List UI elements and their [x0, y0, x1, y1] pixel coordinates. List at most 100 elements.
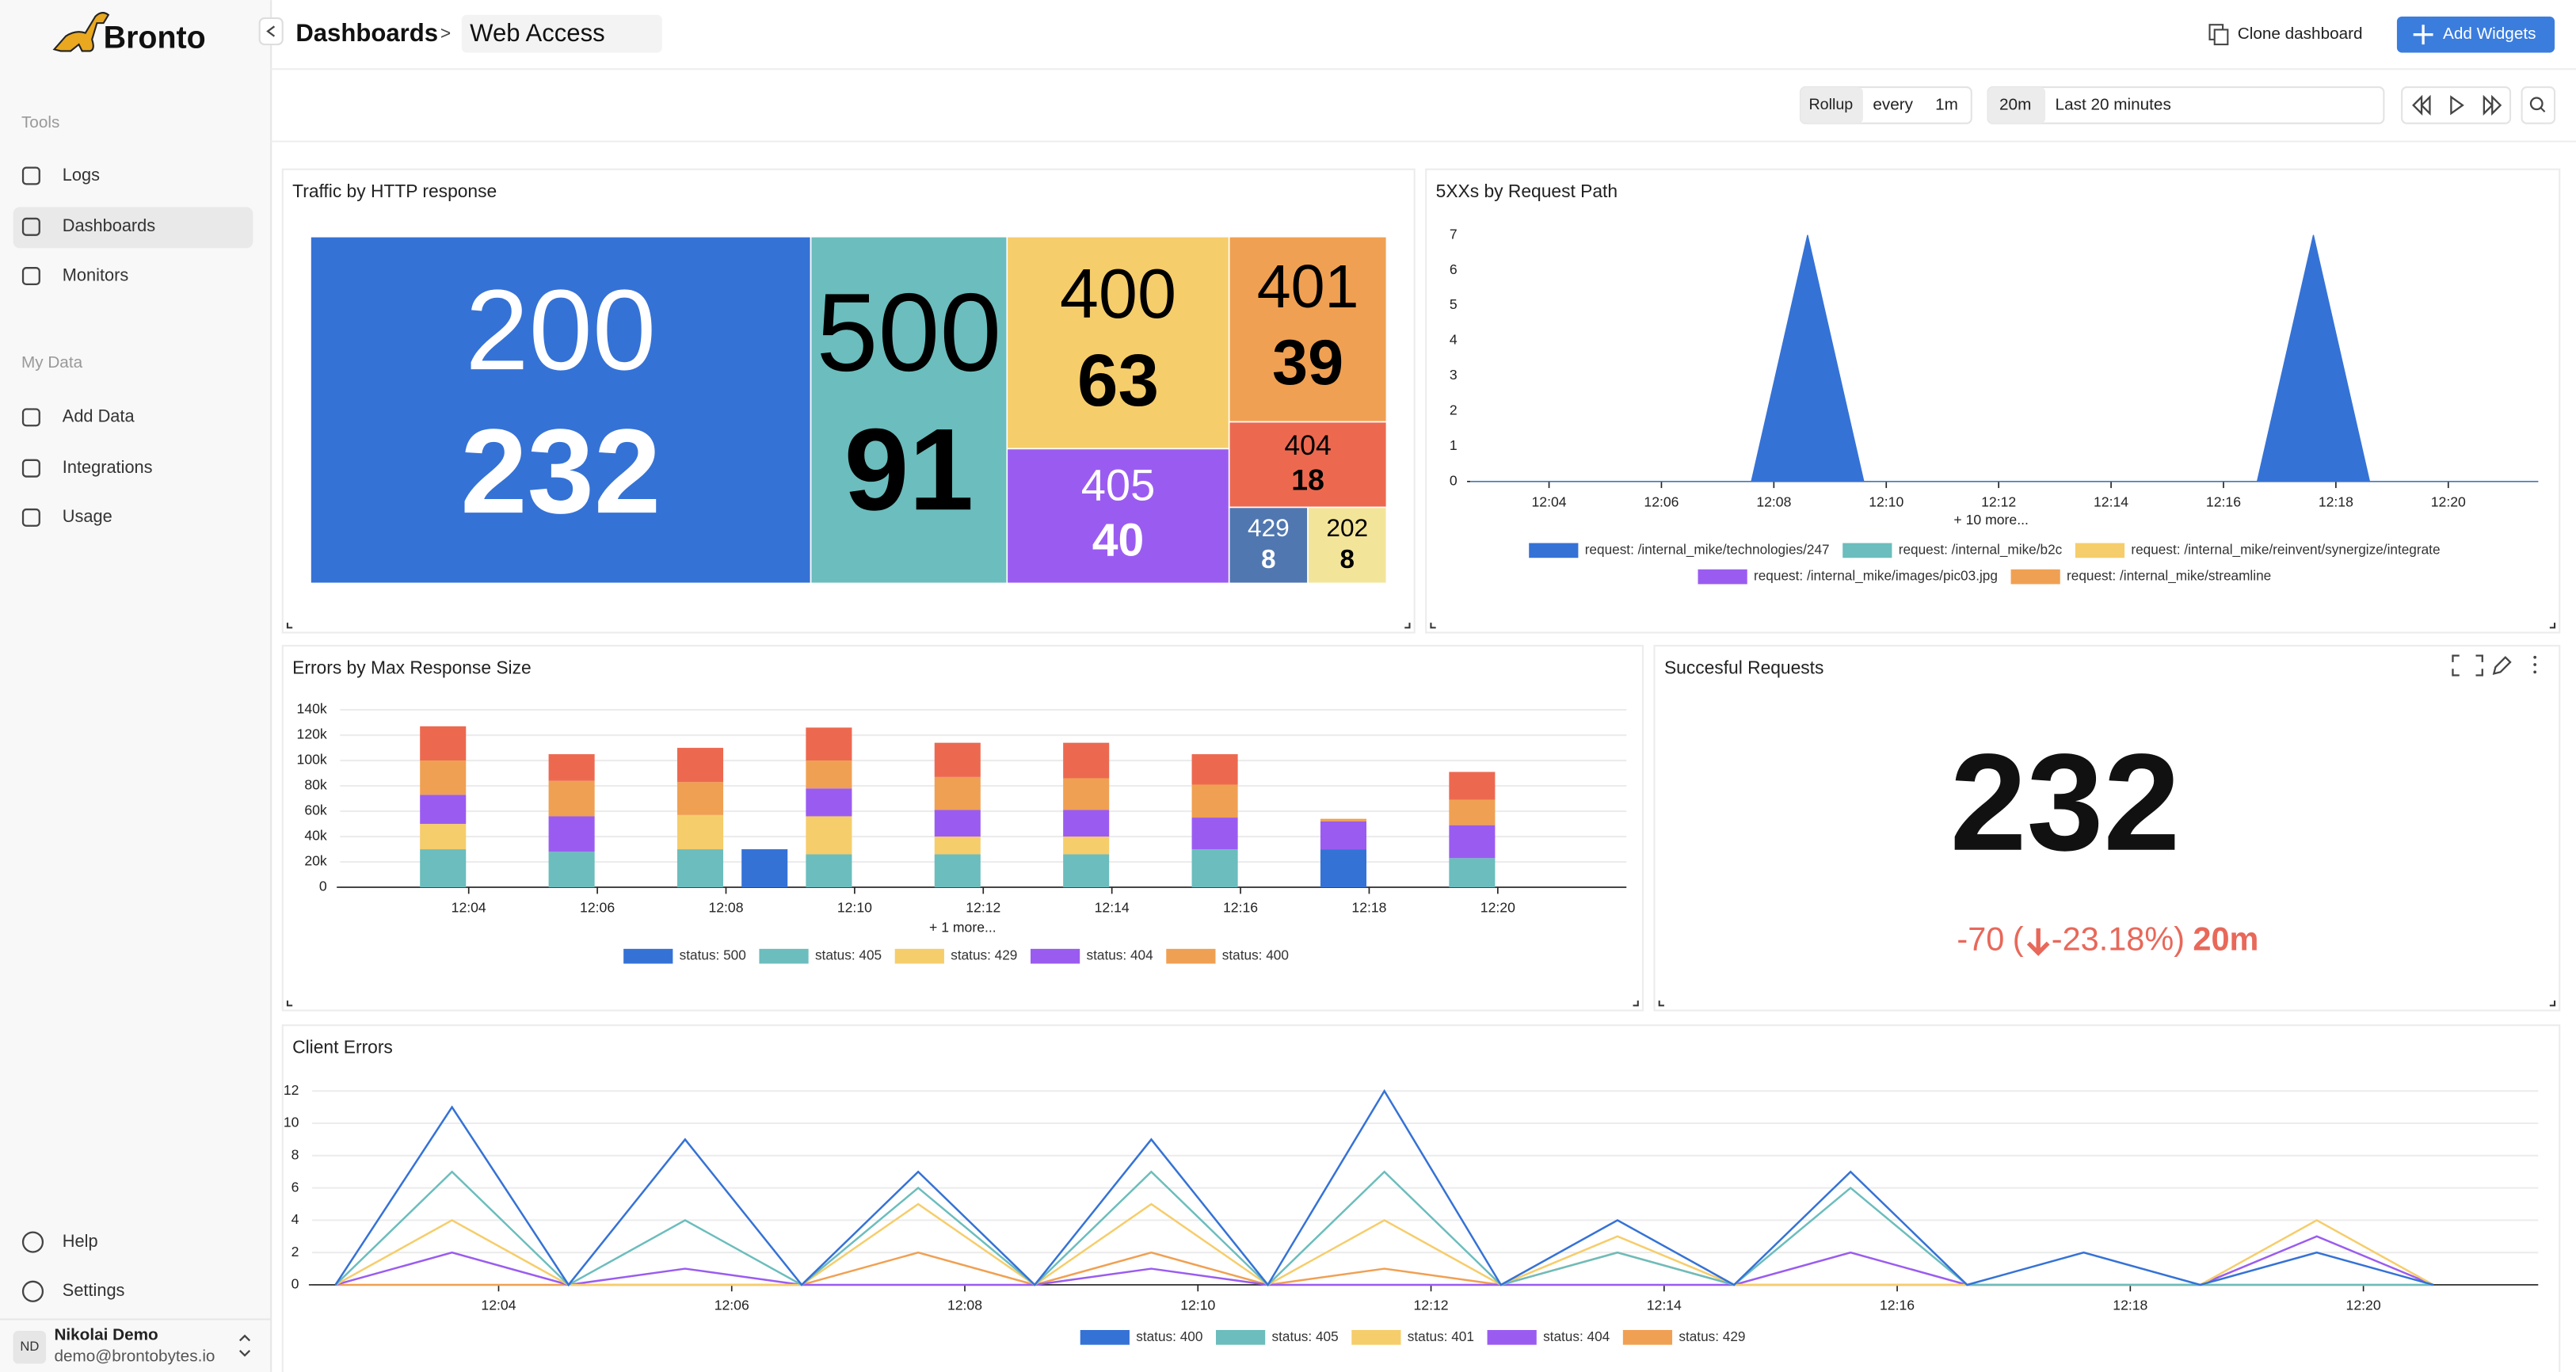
- nav-item[interactable]: Usage: [63, 506, 112, 526]
- breadcrumb-root[interactable]: Dashboards: [295, 19, 438, 47]
- bar-segment[interactable]: [806, 727, 852, 761]
- bar-segment[interactable]: [934, 776, 981, 810]
- legend-item[interactable]: request: /internal_mike/images/pic03.jpg: [1698, 568, 1998, 585]
- legend-item[interactable]: request: /internal_mike/b2c: [1842, 541, 2063, 558]
- legend-item[interactable]: status: 405: [1215, 1328, 1339, 1345]
- bar-segment[interactable]: [548, 780, 595, 817]
- treemap-cell[interactable]: [1307, 506, 1388, 585]
- treemap-cell[interactable]: [1006, 448, 1230, 585]
- bar-segment[interactable]: [548, 754, 595, 781]
- expand-widget-button[interactable]: [2452, 654, 2483, 676]
- legend-item[interactable]: status: 429: [1622, 1328, 1746, 1345]
- bar-segment[interactable]: [806, 854, 852, 888]
- collapse-sidebar-button[interactable]: [258, 17, 284, 46]
- bar-segment[interactable]: [420, 726, 467, 761]
- zoom-button[interactable]: [2521, 86, 2556, 124]
- bar-segment[interactable]: [420, 849, 467, 888]
- bar-segment[interactable]: [1063, 742, 1110, 779]
- bar-segment[interactable]: [676, 748, 724, 783]
- legend-swatch: [1529, 543, 1579, 558]
- resize-handle[interactable]: [1658, 1000, 2556, 1007]
- edit-widget-button[interactable]: [2492, 656, 2512, 676]
- bar-segment[interactable]: [420, 760, 467, 795]
- bar-segment[interactable]: [806, 760, 852, 789]
- bar-segment[interactable]: [676, 814, 724, 850]
- treemap-cell[interactable]: [1228, 421, 1388, 509]
- time-range-control[interactable]: [1987, 86, 2385, 124]
- treemap-category: 400: [1060, 254, 1176, 333]
- nav-item[interactable]: Integrations: [63, 457, 153, 477]
- bar-segment[interactable]: [806, 816, 852, 855]
- add-widgets-button[interactable]: [2396, 16, 2555, 53]
- legend-item[interactable]: request: /internal_mike/streamline: [2010, 568, 2272, 585]
- bar-segment[interactable]: [1063, 837, 1110, 855]
- legend-item[interactable]: request: /internal_mike/technologies/247: [1529, 541, 1830, 558]
- forward-button[interactable]: [2483, 94, 2502, 116]
- treemap-cell[interactable]: [1006, 235, 1230, 450]
- bar-segment[interactable]: [1449, 825, 1496, 859]
- bar-segment[interactable]: [420, 824, 467, 850]
- bar-segment[interactable]: [1063, 854, 1110, 888]
- nav-item[interactable]: Add Data: [63, 406, 135, 426]
- user-name[interactable]: Nikolai Demo: [54, 1326, 158, 1344]
- resize-handle[interactable]: [286, 623, 1411, 629]
- widget-menu-button[interactable]: [2533, 670, 2537, 674]
- bar-segment[interactable]: [420, 795, 467, 825]
- nav-item[interactable]: Help: [63, 1231, 98, 1251]
- bar-segment[interactable]: [1320, 849, 1367, 888]
- more-series-note[interactable]: + 1 more...: [929, 920, 996, 936]
- bar-segment[interactable]: [676, 849, 724, 888]
- bar-segment[interactable]: [548, 816, 595, 852]
- legend-item[interactable]: status: 500: [623, 947, 746, 964]
- bar-segment[interactable]: [934, 810, 981, 837]
- treemap-category: 405: [1081, 459, 1156, 509]
- bar-segment[interactable]: [1320, 818, 1367, 821]
- nav-item[interactable]: Logs: [63, 165, 100, 185]
- resize-handle[interactable]: [1430, 623, 2556, 629]
- legend-item[interactable]: status: 429: [894, 947, 1018, 964]
- bar-segment[interactable]: [1449, 772, 1496, 800]
- play-button[interactable]: [2450, 95, 2464, 116]
- nav-item[interactable]: Dashboards: [63, 215, 155, 235]
- resize-handle[interactable]: [286, 1000, 1639, 1007]
- legend-item[interactable]: status: 400: [1166, 947, 1289, 964]
- legend-item[interactable]: status: 401: [1351, 1328, 1474, 1345]
- treemap-cell[interactable]: [810, 235, 1008, 585]
- rewind-button[interactable]: [2412, 94, 2431, 116]
- bar-segment[interactable]: [1191, 784, 1238, 818]
- widget-menu-button[interactable]: [2533, 663, 2537, 666]
- bar-segment[interactable]: [1320, 821, 1367, 850]
- legend-item[interactable]: status: 400: [1080, 1328, 1203, 1345]
- bar-segment[interactable]: [676, 782, 724, 815]
- bar-segment[interactable]: [1449, 858, 1496, 888]
- bar-segment[interactable]: [806, 788, 852, 817]
- user-menu-toggle[interactable]: [238, 1334, 251, 1357]
- bar-segment[interactable]: [741, 849, 788, 888]
- bar-segment[interactable]: [934, 837, 981, 855]
- brand-name[interactable]: Bronto: [104, 20, 206, 55]
- more-series-note[interactable]: + 10 more...: [1953, 512, 2028, 528]
- plus-icon: [2413, 25, 2433, 45]
- clone-dashboard-button[interactable]: Clone dashboard: [2238, 25, 2363, 43]
- treemap-cell[interactable]: [1228, 235, 1388, 423]
- bar-segment[interactable]: [1063, 778, 1110, 810]
- nav-item[interactable]: Monitors: [63, 265, 129, 284]
- legend-item[interactable]: request: /internal_mike/reinvent/synergi…: [2075, 541, 2441, 558]
- legend-item[interactable]: status: 405: [759, 947, 882, 964]
- y-tick-label: 0: [1450, 472, 1458, 488]
- bar-segment[interactable]: [934, 854, 981, 888]
- dashboard-name-field[interactable]: [461, 14, 662, 53]
- bar-segment[interactable]: [1063, 810, 1110, 837]
- rollup-interval[interactable]: 1m: [1935, 95, 1958, 113]
- bar-segment[interactable]: [1191, 849, 1238, 888]
- bar-segment[interactable]: [1191, 754, 1238, 785]
- nav-item[interactable]: Settings: [63, 1280, 125, 1300]
- widget-menu-button[interactable]: [2533, 655, 2537, 659]
- bar-segment[interactable]: [1449, 799, 1496, 825]
- bar-segment[interactable]: [548, 852, 595, 888]
- legend-item[interactable]: status: 404: [1030, 947, 1153, 964]
- bar-segment[interactable]: [934, 742, 981, 777]
- bar-segment[interactable]: [1191, 817, 1238, 850]
- legend-item[interactable]: status: 404: [1487, 1328, 1610, 1345]
- treemap-cell[interactable]: [1228, 506, 1309, 585]
